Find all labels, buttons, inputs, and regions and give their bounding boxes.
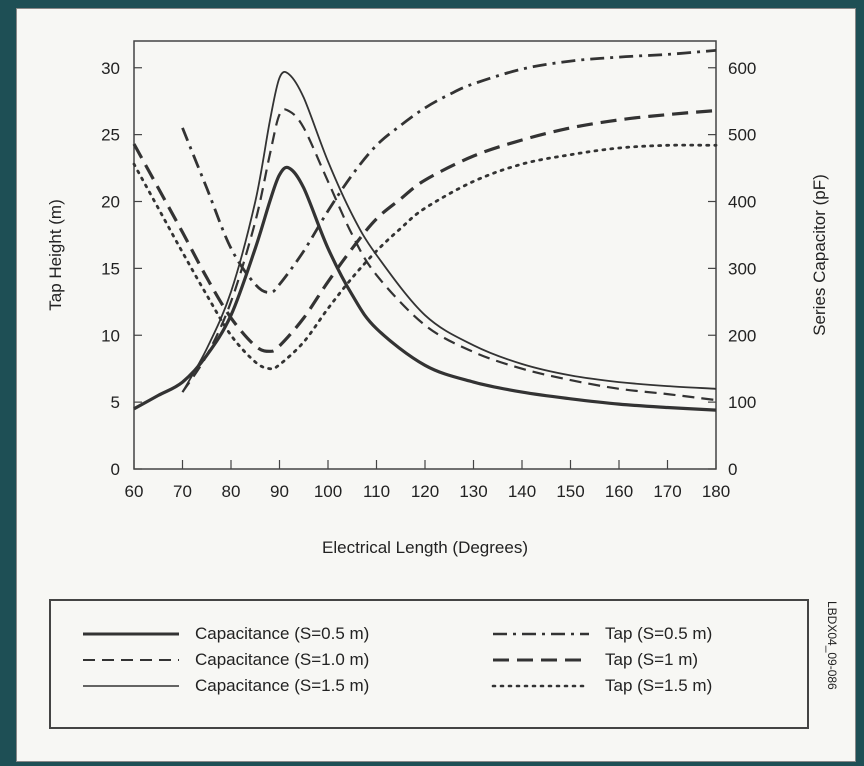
- chart-figure: 60 70 80 90 100 110 120 130 140 150 160 170 180 0 5 10…: [16, 8, 856, 762]
- x-tick-label: 140: [508, 482, 536, 501]
- legend-swatch-solid-thin: [83, 685, 179, 687]
- y-tick-label: 10: [101, 326, 120, 345]
- legend-label: Capacitance (S=1.0 m): [195, 650, 370, 669]
- y2-tick-label: 400: [728, 193, 756, 212]
- y-axis-right: 0 100 200 300 400 500 600: [708, 59, 756, 479]
- legend-swatch-solid-thick: [83, 632, 179, 636]
- y-axis-left: 0 5 10 15 20 25 30: [101, 59, 142, 479]
- legend-item: Tap (S=1 m): [491, 647, 712, 673]
- y-tick-label: 15: [101, 259, 120, 278]
- y-tick-label: 20: [101, 193, 120, 212]
- y-tick-label: 5: [111, 393, 120, 412]
- x-tick-label: 70: [173, 482, 192, 501]
- legend-label: Capacitance (S=1.5 m): [195, 676, 370, 695]
- figure-id-label: LBDX04_09-086: [825, 601, 839, 690]
- y2-tick-label: 200: [728, 326, 756, 345]
- y2-tick-label: 600: [728, 59, 756, 78]
- x-tick-label: 60: [125, 482, 144, 501]
- series-line-0: [133, 165, 717, 412]
- legend-item: Capacitance (S=0.5 m): [81, 621, 369, 647]
- legend-item: Capacitance (S=1.5 m): [81, 673, 369, 699]
- y-tick-label: 25: [101, 126, 120, 145]
- chart-plot: 60 70 80 90 100 110 120 130 140 150 160 170 180 0510…: [46, 40, 829, 557]
- y2-tick-label: 300: [728, 259, 756, 278]
- x-axis: 60 70 80 90 100 110 120 130 140 150 160 170 180: [125, 460, 730, 501]
- x-tick-label: 80: [222, 482, 241, 501]
- y-tick-label: 30: [101, 59, 120, 78]
- legend: Capacitance (S=0.5 m) Capacitance (S=1.0…: [49, 599, 809, 729]
- x-tick-label: 150: [556, 482, 584, 501]
- series-line-2: [181, 71, 717, 393]
- y2-axis-title: Series Capacitor (pF): [810, 174, 829, 336]
- series-line-5: [132, 143, 718, 371]
- legend-item: Tap (S=0.5 m): [491, 621, 712, 647]
- legend-swatch-dashdot: [493, 632, 589, 636]
- x-tick-label: 90: [270, 482, 289, 501]
- legend-swatch-dashed-long: [493, 658, 589, 662]
- y2-tick-label: 500: [728, 126, 756, 145]
- legend-label: Capacitance (S=0.5 m): [195, 624, 370, 643]
- x-tick-label: 180: [702, 482, 730, 501]
- x-tick-label: 170: [653, 482, 681, 501]
- legend-swatch-dotted: [491, 684, 591, 688]
- y-tick-label: 0: [111, 460, 120, 479]
- legend-column-tap: Tap (S=0.5 m) Tap (S=1 m) Tap (S=1.5 m): [491, 621, 712, 699]
- x-tick-label: 100: [314, 482, 342, 501]
- legend-label: Tap (S=1 m): [605, 650, 699, 669]
- x-tick-label: 160: [605, 482, 633, 501]
- y-axis-title: Tap Height (m): [46, 199, 65, 310]
- x-tick-label: 130: [459, 482, 487, 501]
- x-tick-label: 110: [363, 482, 390, 501]
- legend-label: Tap (S=1.5 m): [605, 676, 713, 695]
- series-lines: [132, 49, 718, 412]
- legend-item: Capacitance (S=1.0 m): [81, 647, 369, 673]
- series-line-1: [181, 108, 717, 402]
- legend-swatch-dashed: [83, 659, 179, 661]
- y2-tick-label: 0: [728, 460, 737, 479]
- series-line-4: [132, 109, 717, 353]
- legend-label: Tap (S=0.5 m): [605, 624, 713, 643]
- y2-tick-label: 100: [728, 393, 756, 412]
- x-tick-label: 120: [411, 482, 439, 501]
- series-line-3: [181, 49, 717, 294]
- x-axis-title: Electrical Length (Degrees): [322, 538, 528, 557]
- legend-item: Tap (S=1.5 m): [491, 673, 712, 699]
- legend-column-capacitance: Capacitance (S=0.5 m) Capacitance (S=1.0…: [81, 621, 369, 699]
